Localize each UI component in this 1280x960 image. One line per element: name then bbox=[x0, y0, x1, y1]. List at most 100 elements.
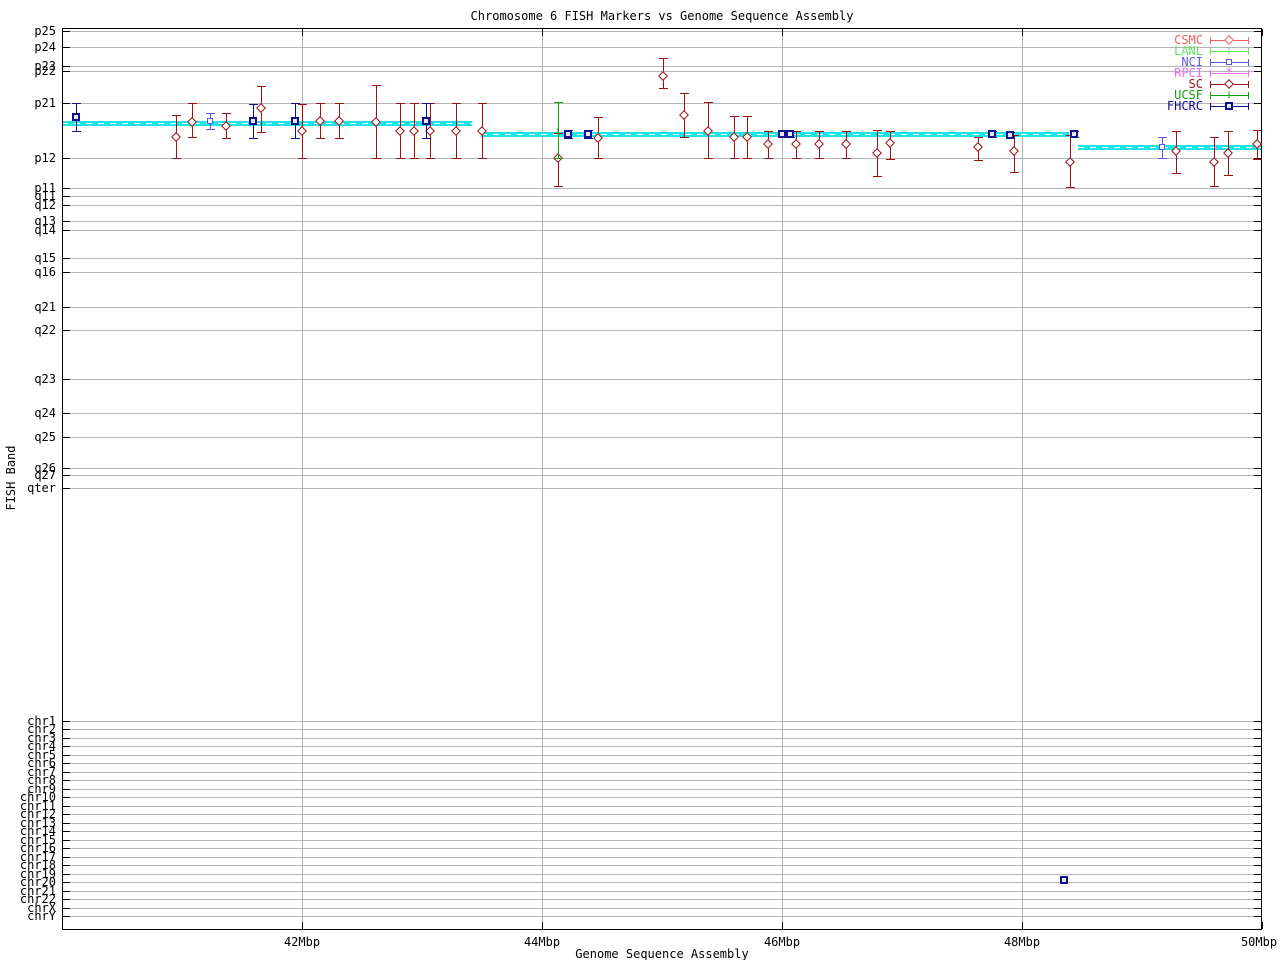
y-tick-label-q14: q14 bbox=[34, 223, 56, 237]
ytick-right bbox=[1254, 221, 1261, 222]
vgridline-46mbp bbox=[782, 29, 783, 929]
y-tick-label-q27: q27 bbox=[34, 468, 56, 482]
SC-error-cap bbox=[553, 186, 563, 187]
y-tick-label-chr13: chr13 bbox=[19, 816, 56, 830]
gridline-chr20 bbox=[63, 882, 1261, 883]
y-tick-label-chrY: chrY bbox=[27, 909, 56, 923]
xtick-top bbox=[1262, 29, 1263, 36]
gridline-p12 bbox=[63, 158, 1261, 159]
UCSF-error-bar bbox=[557, 102, 559, 158]
ytick-left bbox=[63, 488, 70, 489]
gridline-chr3 bbox=[63, 738, 1261, 739]
FHCRC-error-cap bbox=[290, 103, 300, 104]
SC-error-cap bbox=[257, 86, 267, 87]
gridline-q22 bbox=[63, 330, 1261, 331]
y-tick-label-chr15: chr15 bbox=[19, 833, 56, 847]
ytick-left bbox=[63, 721, 70, 722]
NCI-marker bbox=[206, 118, 213, 124]
ytick-left bbox=[63, 475, 70, 476]
y-tick-label-p11: p11 bbox=[34, 181, 56, 195]
ytick-right bbox=[1254, 230, 1261, 231]
y-tick-label-chr10: chr10 bbox=[19, 790, 56, 804]
SC-error-cap bbox=[187, 103, 197, 104]
gridline-chr12 bbox=[63, 814, 1261, 815]
FHCRC-marker bbox=[290, 117, 299, 125]
ytick-right bbox=[1254, 71, 1261, 72]
ytick-left bbox=[63, 468, 70, 469]
gridline-chr11 bbox=[63, 806, 1261, 807]
ytick-right bbox=[1254, 721, 1261, 722]
ytick-left bbox=[63, 874, 70, 875]
y-tick-label-q21: q21 bbox=[34, 300, 56, 314]
gridline-q27 bbox=[63, 475, 1261, 476]
SC-error-cap bbox=[426, 103, 436, 104]
y-tick-label-chr4: chr4 bbox=[27, 739, 56, 753]
FHCRC-error-cap bbox=[421, 138, 431, 139]
ytick-left bbox=[63, 307, 70, 308]
legend-label-SC: SC bbox=[1188, 77, 1203, 91]
ytick-right bbox=[1254, 379, 1261, 380]
ytick-left bbox=[63, 379, 70, 380]
gridline-chr7 bbox=[63, 772, 1261, 773]
y-tick-label-chr2: chr2 bbox=[27, 722, 56, 736]
gridline-chr21 bbox=[63, 891, 1261, 892]
x-tick-label-48Mbp: 48Mbp bbox=[1003, 935, 1041, 949]
ytick-right bbox=[1254, 848, 1261, 849]
SC-error-cap bbox=[1253, 159, 1263, 160]
ytick-right bbox=[1254, 729, 1261, 730]
ytick-left bbox=[63, 865, 70, 866]
y-tick-label-chr3: chr3 bbox=[27, 731, 56, 745]
y-tick-label-q23: q23 bbox=[34, 372, 56, 386]
FHCRC-marker bbox=[1006, 131, 1014, 139]
SC-error-cap bbox=[841, 158, 851, 159]
gridline-chr10 bbox=[63, 797, 1261, 798]
y-tick-label-chr18: chr18 bbox=[19, 858, 56, 872]
gridline-q14 bbox=[63, 230, 1261, 231]
gridline-q25 bbox=[63, 437, 1261, 438]
ytick-left bbox=[63, 437, 70, 438]
chart-title: Chromosome 6 FISH Markers vs Genome Sequ… bbox=[470, 9, 854, 23]
SC-error-cap bbox=[1009, 172, 1019, 173]
gridline-q11 bbox=[63, 196, 1261, 197]
SC-error-cap bbox=[730, 158, 739, 159]
SC-error-cap bbox=[409, 103, 419, 104]
SC-error-cap bbox=[478, 103, 487, 104]
ytick-left bbox=[63, 908, 70, 909]
ytick-left bbox=[63, 763, 70, 764]
xtick-bottom bbox=[1022, 922, 1023, 929]
x-tick-label-46Mbp: 46Mbp bbox=[763, 935, 801, 949]
vgridline-42mbp bbox=[302, 29, 303, 929]
FHCRC-marker bbox=[988, 130, 996, 138]
FHCRC-marker bbox=[1060, 876, 1068, 884]
ytick-left bbox=[63, 899, 70, 900]
gridline-chrY bbox=[63, 916, 1261, 917]
legend-cap bbox=[1248, 70, 1249, 77]
SC-error-cap bbox=[594, 158, 604, 159]
SC-error-cap bbox=[451, 158, 461, 159]
ytick-left bbox=[63, 47, 70, 48]
ytick-right bbox=[1254, 772, 1261, 773]
SC-error-cap bbox=[841, 131, 851, 132]
NCI-error-cap bbox=[205, 129, 215, 130]
SC-error-cap bbox=[1224, 175, 1234, 176]
gridline-q15 bbox=[63, 258, 1261, 259]
legend-label-RPCI: RPCI bbox=[1174, 66, 1203, 80]
y-tick-label-chrX: chrX bbox=[27, 901, 56, 915]
gridline-p25 bbox=[63, 31, 1261, 32]
ytick-right bbox=[1254, 823, 1261, 824]
y-tick-label-p25: p25 bbox=[34, 24, 56, 38]
NCI-error-cap bbox=[1158, 158, 1168, 159]
ytick-left bbox=[63, 780, 70, 781]
x-axis-title: Genome Sequence Assembly bbox=[575, 947, 749, 960]
xtick-bottom bbox=[542, 922, 543, 929]
y-tick-label-p22: p22 bbox=[34, 64, 56, 78]
ytick-left bbox=[63, 31, 70, 32]
y-tick-label-chr16: chr16 bbox=[19, 841, 56, 855]
gridline-p11 bbox=[63, 188, 1261, 189]
y-tick-label-chr8: chr8 bbox=[27, 773, 56, 787]
y-tick-label-chr14: chr14 bbox=[19, 824, 56, 838]
y-tick-label-chr7: chr7 bbox=[27, 765, 56, 779]
SC-error-cap bbox=[872, 130, 882, 131]
ytick-right bbox=[1254, 899, 1261, 900]
ytick-left bbox=[63, 857, 70, 858]
